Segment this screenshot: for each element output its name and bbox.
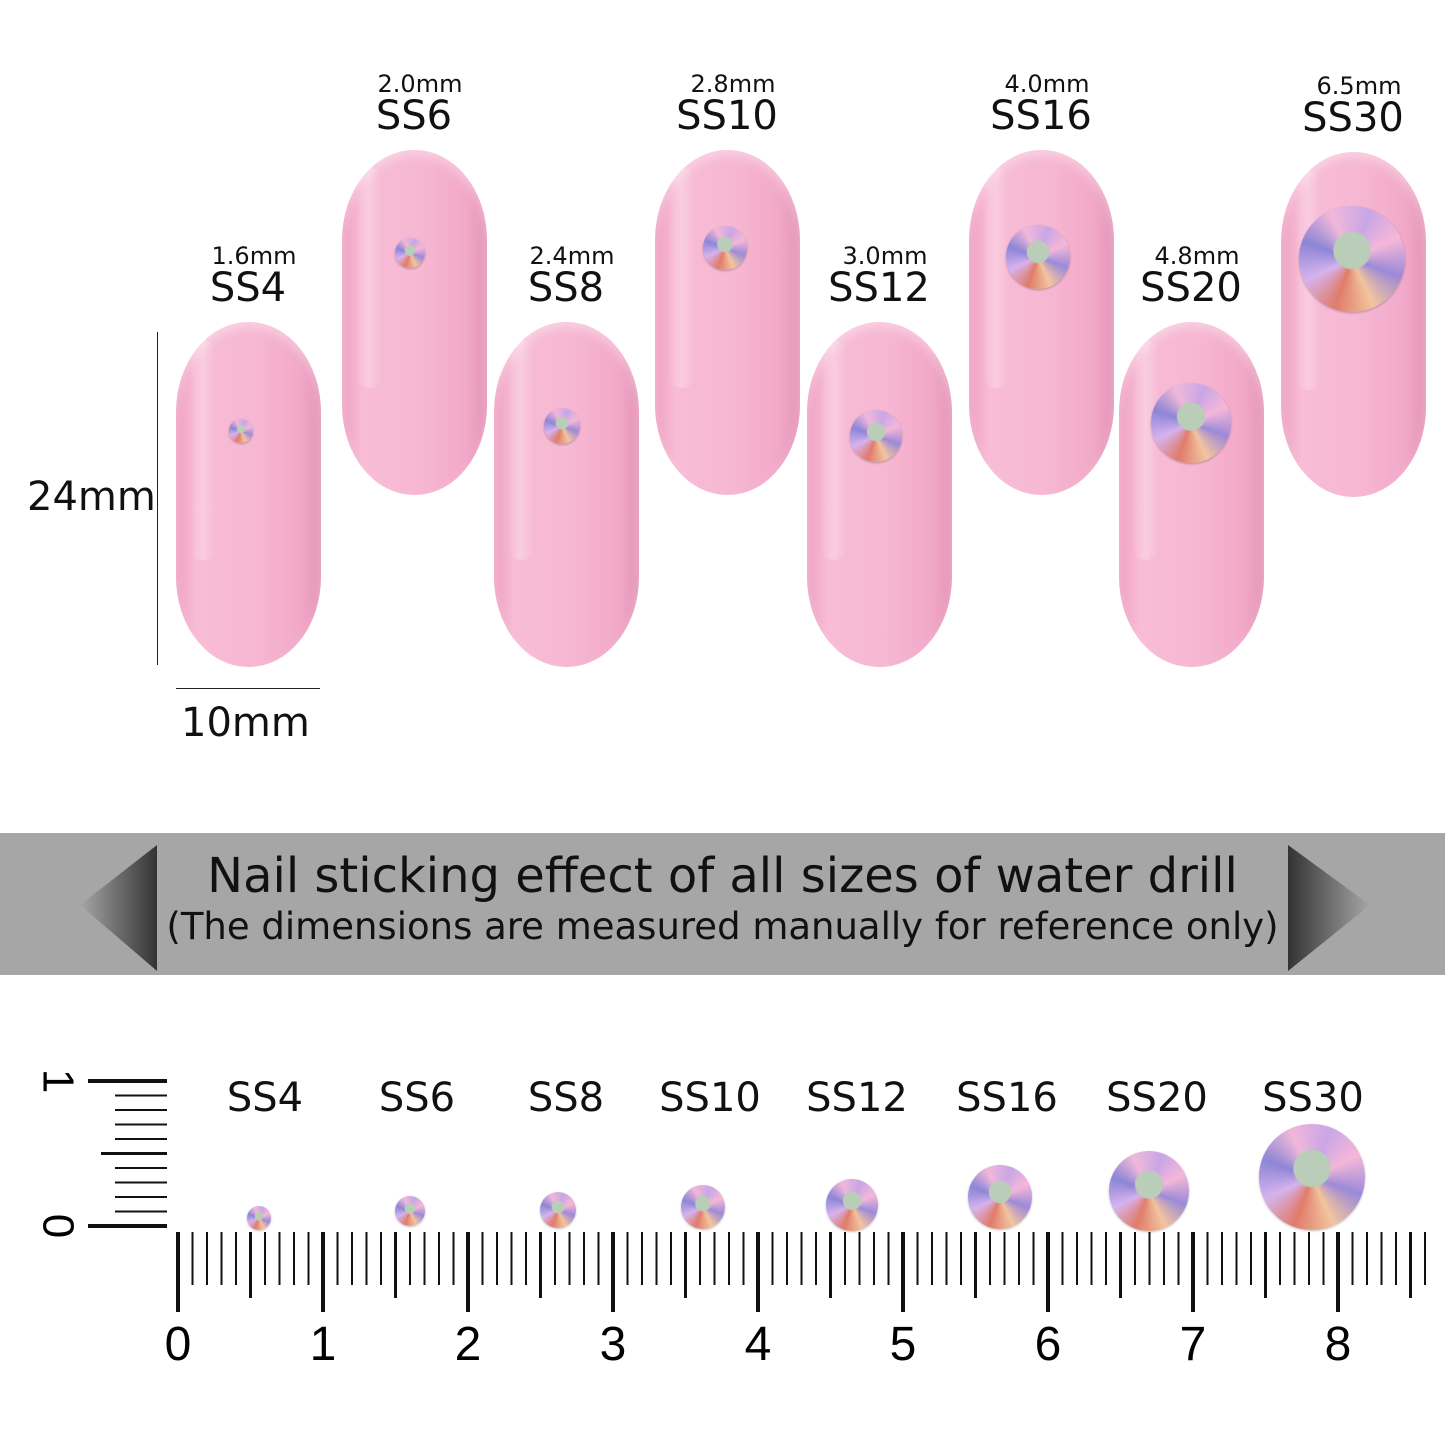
ruler-size-label: SS16 bbox=[956, 1075, 1058, 1121]
nail-size-mm: 6.5mm bbox=[1316, 72, 1402, 100]
ruler-tick-label: 2 bbox=[455, 1318, 482, 1371]
ruler-tick-label: 6 bbox=[1035, 1318, 1062, 1371]
banner-arrows-icon bbox=[80, 845, 1370, 971]
width-dimension-label: 10mm bbox=[181, 700, 310, 746]
banner-subtitle: (The dimensions are measured manually fo… bbox=[166, 905, 1279, 948]
rhinestone-icon bbox=[1006, 225, 1070, 289]
rhinestone-icon bbox=[229, 419, 253, 443]
banner-title: Nail sticking effect of all sizes of wat… bbox=[207, 848, 1238, 904]
nail-size-mm: 3.0mm bbox=[842, 242, 928, 270]
ruler-tick-label: 1 bbox=[34, 1069, 83, 1093]
rhinestone-icon bbox=[681, 1185, 725, 1229]
ruler-tick-label: 7 bbox=[1180, 1318, 1207, 1371]
ruler-tick-label: 1 bbox=[310, 1318, 337, 1371]
nail-size-ss: SS16 bbox=[990, 93, 1092, 139]
rhinestone-icon bbox=[703, 226, 747, 270]
height-dimension-line bbox=[157, 332, 158, 665]
rhinestone-icon bbox=[1259, 1124, 1365, 1230]
width-dimension-line bbox=[176, 688, 320, 689]
nail bbox=[807, 322, 952, 667]
nail bbox=[1119, 322, 1264, 667]
ruler-size-label: SS4 bbox=[226, 1075, 304, 1121]
ruler-size-label: SS30 bbox=[1262, 1075, 1364, 1121]
nail-size-mm: 2.8mm bbox=[690, 70, 776, 98]
nail-size-ss: SS30 bbox=[1302, 95, 1404, 141]
ruler-size-label: SS6 bbox=[378, 1075, 456, 1121]
height-dimension-label: 24mm bbox=[27, 474, 156, 520]
nail bbox=[342, 150, 487, 495]
nail-size-mm: 4.8mm bbox=[1154, 242, 1240, 270]
nail-size-mm: 2.4mm bbox=[529, 242, 615, 270]
ruler-tick-label: 4 bbox=[745, 1318, 772, 1371]
nail bbox=[655, 150, 800, 495]
ruler-tick-label: 3 bbox=[600, 1318, 627, 1371]
nail-size-ss: SS4 bbox=[209, 265, 287, 311]
rhinestone-icon bbox=[544, 408, 580, 444]
rhinestone-icon bbox=[1151, 383, 1231, 463]
banner: Nail sticking effect of all sizes of wat… bbox=[0, 833, 1445, 975]
rhinestone-icon bbox=[968, 1165, 1032, 1229]
ruler-tick-label: 8 bbox=[1325, 1318, 1352, 1371]
rhinestone-icon bbox=[540, 1192, 576, 1228]
nail-size-ss: SS6 bbox=[375, 93, 453, 139]
rhinestone-icon bbox=[1109, 1151, 1189, 1231]
nail bbox=[969, 150, 1114, 495]
ruler-size-label: SS20 bbox=[1106, 1075, 1208, 1121]
nail-size-ss: SS10 bbox=[676, 93, 778, 139]
rhinestone-icon bbox=[826, 1179, 878, 1231]
ruler-tick-label: 0 bbox=[34, 1214, 83, 1238]
ruler-size-label: SS12 bbox=[806, 1075, 908, 1121]
nail-size-mm: 2.0mm bbox=[377, 70, 463, 98]
rhinestone-icon bbox=[395, 238, 425, 268]
rhinestone-icon bbox=[850, 410, 902, 462]
rhinestone-icon bbox=[247, 1206, 271, 1230]
nail-size-ss: SS12 bbox=[828, 265, 930, 311]
ruler-tick-label: 5 bbox=[890, 1318, 917, 1371]
nail-size-mm: 4.0mm bbox=[1004, 70, 1090, 98]
nail-size-ss: SS20 bbox=[1140, 265, 1242, 311]
nail bbox=[176, 322, 321, 667]
rhinestone-icon bbox=[395, 1196, 425, 1226]
nail bbox=[494, 322, 639, 667]
nail-size-mm: 1.6mm bbox=[211, 242, 297, 270]
rhinestone-icon bbox=[1299, 206, 1405, 312]
ruler-size-label: SS10 bbox=[659, 1075, 761, 1121]
nail-size-ss: SS8 bbox=[527, 265, 605, 311]
ruler-size-label: SS8 bbox=[527, 1075, 605, 1121]
ruler-tick-label: 0 bbox=[165, 1318, 192, 1371]
